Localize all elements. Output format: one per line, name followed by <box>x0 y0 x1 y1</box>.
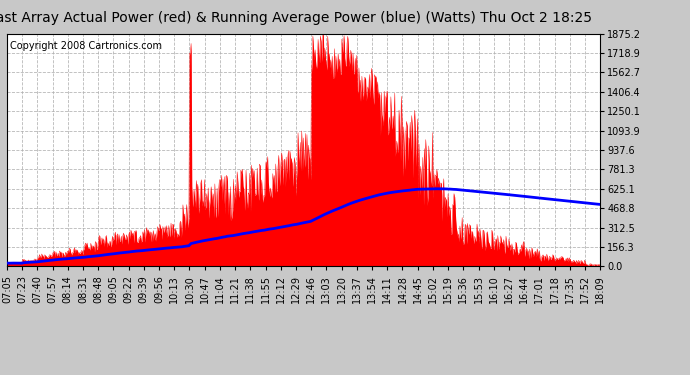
Text: East Array Actual Power (red) & Running Average Power (blue) (Watts) Thu Oct 2 1: East Array Actual Power (red) & Running … <box>0 11 592 25</box>
Text: Copyright 2008 Cartronics.com: Copyright 2008 Cartronics.com <box>10 41 162 51</box>
